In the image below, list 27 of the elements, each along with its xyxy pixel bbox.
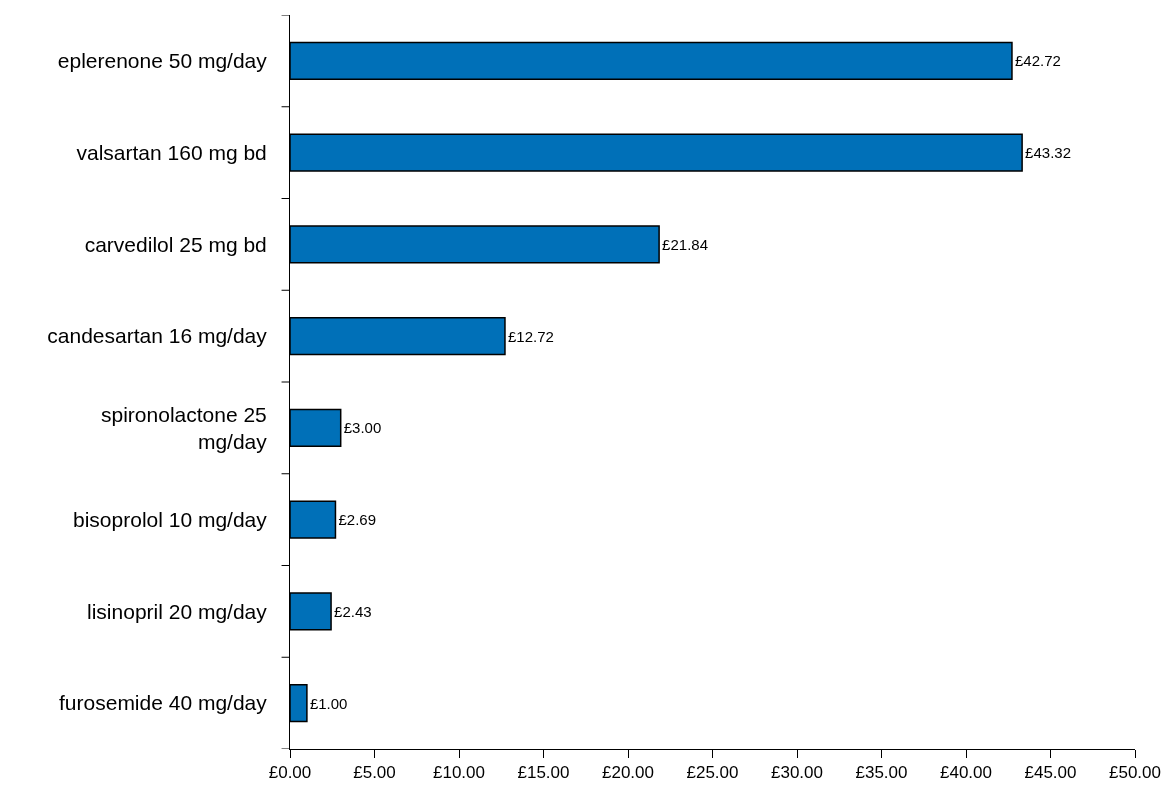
data-label: £42.72 bbox=[1014, 52, 1061, 70]
y-tick-label: spironolactone 25 mg/day bbox=[101, 402, 268, 453]
x-tick-label: £25.00 bbox=[686, 763, 739, 783]
data-label: £21.84 bbox=[662, 235, 708, 253]
x-tick-label: £50.00 bbox=[1109, 763, 1161, 783]
x-tick-label: £0.00 bbox=[268, 763, 312, 783]
y-tick-label: valsartan 160 mg bd bbox=[76, 140, 267, 164]
y-tick-label: lisinopril 20 mg/day bbox=[87, 599, 268, 623]
x-tick-label: £30.00 bbox=[771, 763, 823, 783]
x-tick-label: £5.00 bbox=[353, 763, 396, 783]
x-tick-label: £45.00 bbox=[1024, 763, 1077, 783]
data-label: £2.69 bbox=[338, 511, 377, 529]
data-label: £1.00 bbox=[309, 694, 348, 712]
y-tick-label: bisoprolol 10 mg/day bbox=[73, 507, 268, 531]
x-tick-label: £20.00 bbox=[602, 763, 654, 783]
x-tick-label: £40.00 bbox=[940, 763, 992, 783]
y-tick-label: candesartan 16 mg/day bbox=[47, 324, 268, 348]
y-tick-label: carvedilol 25 mg bd bbox=[84, 232, 267, 256]
data-label: £12.72 bbox=[507, 327, 554, 345]
y-tick-label: eplerenone 50 mg/day bbox=[57, 49, 268, 73]
y-tick-label: furosemide 40 mg/day bbox=[59, 691, 268, 715]
data-label: £2.43 bbox=[334, 602, 372, 620]
data-label: £3.00 bbox=[343, 419, 382, 437]
x-tick-label: £10.00 bbox=[433, 763, 485, 783]
x-tick-label: £15.00 bbox=[517, 763, 570, 783]
data-label: £43.32 bbox=[1025, 144, 1071, 162]
x-tick-label: £35.00 bbox=[855, 763, 908, 783]
